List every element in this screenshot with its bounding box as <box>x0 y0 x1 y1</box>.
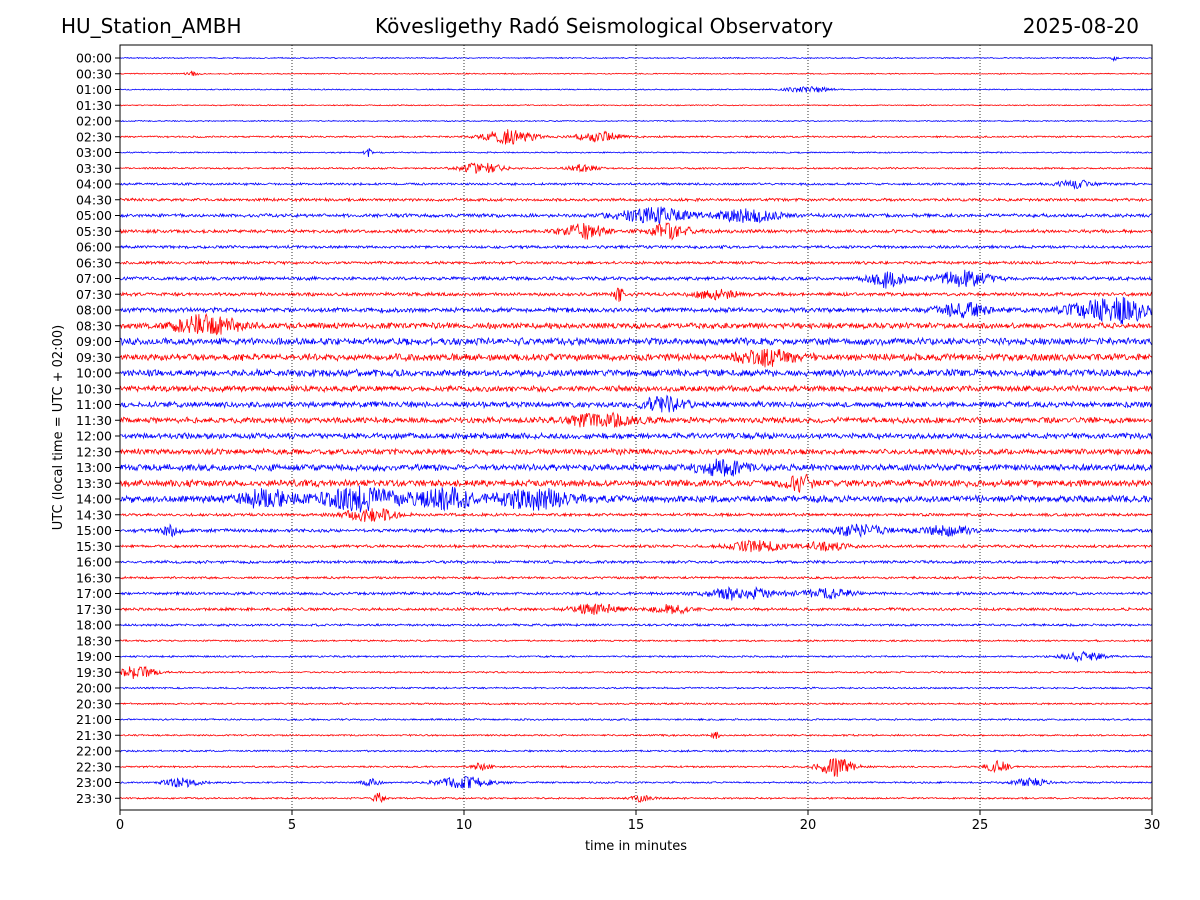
y-tick-label: 08:00 <box>76 303 112 318</box>
y-tick-label: 06:30 <box>76 255 112 270</box>
y-tick-label: 17:30 <box>76 602 112 617</box>
y-tick-label: 18:30 <box>76 633 112 648</box>
seismic-trace-1430 <box>119 508 1153 523</box>
seismic-trace-0300 <box>119 148 1153 158</box>
y-tick-label: 21:00 <box>76 712 112 727</box>
y-tick-label: 01:30 <box>76 98 112 113</box>
y-tick-label: 22:00 <box>76 744 112 759</box>
y-tick-label: 15:30 <box>76 539 112 554</box>
y-tick-label: 20:30 <box>76 696 112 711</box>
y-tick-label: 11:30 <box>76 413 112 428</box>
y-tick-label: 14:30 <box>76 507 112 522</box>
station-label: HU_Station_AMBH <box>61 14 242 38</box>
seismic-trace-0030 <box>119 70 1153 77</box>
y-tick-label: 14:00 <box>76 492 112 507</box>
seismic-trace-1630 <box>119 575 1153 581</box>
y-tick-label: 03:00 <box>76 145 112 160</box>
y-tick-label: 00:00 <box>76 51 112 66</box>
seismic-trace-2100 <box>119 717 1153 722</box>
seismic-trace-0430 <box>119 196 1153 203</box>
x-tick-label: 30 <box>1144 818 1161 833</box>
x-tick-label: 0 <box>116 818 124 833</box>
seismic-trace-0500 <box>119 206 1153 225</box>
date-label: 2025-08-20 <box>1022 14 1139 38</box>
y-tick-label: 15:00 <box>76 523 112 538</box>
y-tick-label: 12:30 <box>76 444 112 459</box>
seismic-trace-0630 <box>119 259 1153 266</box>
y-tick-label: 16:00 <box>76 555 112 570</box>
y-tick-label: 03:30 <box>76 161 112 176</box>
y-tick-label: 17:00 <box>76 586 112 601</box>
y-tick-label: 02:00 <box>76 114 112 129</box>
x-tick-label: 25 <box>972 818 989 833</box>
seismic-trace-0900 <box>119 336 1153 347</box>
y-tick-label: 22:30 <box>76 759 112 774</box>
y-tick-label: 04:30 <box>76 192 112 207</box>
y-tick-label: 11:00 <box>76 397 112 412</box>
x-tick-label: 10 <box>456 818 473 833</box>
y-tick-label: 08:30 <box>76 318 112 333</box>
y-axis-label: UTC (local time = UTC + 02:00) <box>51 325 66 530</box>
seismic-trace-0400 <box>119 179 1153 190</box>
seismic-trace-0800 <box>119 296 1153 325</box>
x-tick-label: 15 <box>628 818 645 833</box>
y-tick-label: 19:00 <box>76 649 112 664</box>
seismic-trace-1700 <box>120 585 1153 601</box>
y-tick-label: 07:00 <box>76 271 112 286</box>
seismic-trace-0700 <box>119 269 1153 289</box>
x-axis-label: time in minutes <box>585 839 687 854</box>
seismic-trace-1300 <box>119 458 1153 477</box>
y-tick-label: 23:30 <box>76 791 112 806</box>
y-tick-label: 19:30 <box>76 665 112 680</box>
y-tick-label: 13:00 <box>76 460 112 475</box>
x-tick-label: 20 <box>800 818 817 833</box>
seismic-trace-1100 <box>119 394 1153 413</box>
y-tick-label: 10:00 <box>76 366 112 381</box>
y-tick-label: 16:30 <box>76 570 112 585</box>
y-tick-label: 00:30 <box>76 66 112 81</box>
seismic-trace-2230 <box>119 758 1153 778</box>
seismic-trace-2330 <box>119 792 1153 804</box>
y-tick-label: 09:30 <box>76 350 112 365</box>
x-tick-label: 5 <box>288 818 296 833</box>
y-tick-label: 18:00 <box>76 618 112 633</box>
seismic-trace-0100 <box>119 86 1153 93</box>
chart-title: Kövesligethy Radó Seismological Observat… <box>375 14 834 38</box>
seismic-trace-1230 <box>119 447 1153 457</box>
y-tick-label: 09:00 <box>76 334 112 349</box>
y-tick-label: 05:00 <box>76 208 112 223</box>
seismic-trace-1830 <box>119 638 1153 643</box>
y-tick-label: 02:30 <box>76 129 112 144</box>
y-tick-label: 01:00 <box>76 82 112 97</box>
y-tick-label: 20:00 <box>76 681 112 696</box>
y-tick-label: 13:30 <box>76 476 112 491</box>
seismic-trace-2030 <box>119 702 1153 706</box>
y-tick-label: 12:00 <box>76 429 112 444</box>
y-tick-label: 23:00 <box>76 775 112 790</box>
y-tick-label: 07:30 <box>76 287 112 302</box>
y-tick-label: 10:30 <box>76 381 112 396</box>
y-tick-label: 05:30 <box>76 224 112 239</box>
seismic-trace-0230 <box>119 129 1153 145</box>
y-tick-label: 21:30 <box>76 728 112 743</box>
y-tick-label: 06:00 <box>76 240 112 255</box>
seismic-trace-1900 <box>119 650 1153 663</box>
y-tick-label: 04:00 <box>76 177 112 192</box>
